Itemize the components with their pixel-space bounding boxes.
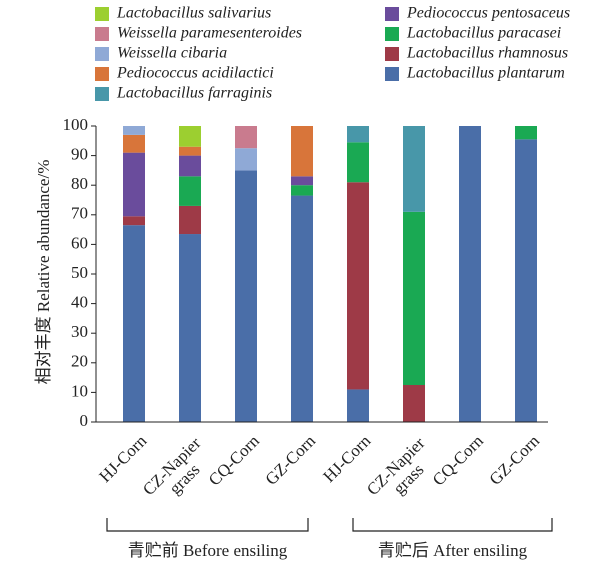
legend-swatch: [385, 67, 399, 81]
bar-segment: [179, 126, 201, 147]
bar-segment: [179, 155, 201, 177]
legend-label: Weissella paramesenteroides: [117, 25, 302, 42]
bar-segment: [123, 225, 145, 422]
group-bracket: [106, 518, 309, 532]
bar-segment: [291, 195, 313, 422]
y-axis-label: 相对丰度 Relative abundance/%: [34, 160, 53, 385]
legend-label: Lactobacillus rhamnosus: [406, 45, 568, 62]
bar-segment: [291, 176, 313, 186]
legend-swatch: [95, 87, 109, 101]
legend-label: Pediococcus pentosaceus: [406, 5, 570, 22]
y-tick-label: 100: [63, 115, 89, 134]
y-tick-label: 20: [71, 352, 88, 371]
bar-segment: [123, 126, 145, 135]
bar-segment: [347, 142, 369, 183]
y-tick-label: 10: [71, 381, 88, 400]
legend-swatch: [95, 27, 109, 41]
legend-label: Weissella cibaria: [117, 45, 227, 62]
legend-swatch: [385, 27, 399, 41]
legend-swatch: [95, 67, 109, 81]
y-tick-label: 0: [80, 411, 89, 430]
legend-swatch: [385, 7, 399, 21]
bar-segment: [235, 148, 257, 171]
legend-label: Pediococcus acidilactici: [116, 65, 274, 82]
bar-segment: [403, 385, 425, 422]
y-tick-label: 30: [71, 322, 88, 341]
bar-segment: [179, 146, 201, 156]
bar-segment: [403, 126, 425, 212]
bar-segment: [123, 152, 145, 217]
bar-segment: [347, 389, 369, 422]
legend-label: Lactobacillus paracasei: [406, 25, 561, 42]
y-tick-label: 80: [71, 174, 88, 193]
bar-segment: [235, 126, 257, 149]
bar-segment: [347, 126, 369, 143]
y-tick-label: 70: [71, 204, 88, 223]
bar-segment: [291, 126, 313, 177]
bar-segment: [291, 185, 313, 196]
bar-segment: [459, 126, 481, 422]
legend-label: Lactobacillus plantarum: [406, 65, 565, 82]
group-label: 青贮前 Before ensiling: [128, 541, 288, 560]
legend-swatch: [95, 47, 109, 61]
bar-segment: [515, 139, 537, 422]
legend-label: Lactobacillus farraginis: [116, 85, 272, 102]
bar-segment: [179, 205, 201, 235]
bar-segment: [403, 211, 425, 385]
legend-swatch: [95, 7, 109, 21]
bar-segment: [179, 176, 201, 206]
y-tick-label: 90: [71, 145, 88, 164]
bar-segment: [123, 134, 145, 153]
bar-segment: [179, 234, 201, 422]
y-tick-label: 40: [71, 293, 88, 312]
group-label: 青贮后 After ensiling: [378, 541, 528, 560]
legend-swatch: [385, 47, 399, 61]
bar-segment: [515, 126, 537, 140]
bar-segment: [347, 182, 369, 390]
bar-segment: [235, 170, 257, 422]
y-tick-label: 60: [71, 233, 88, 252]
y-tick-label: 50: [71, 263, 88, 282]
legend-label: Lactobacillus salivarius: [116, 5, 271, 22]
bar-segment: [123, 216, 145, 226]
group-bracket: [352, 518, 553, 532]
